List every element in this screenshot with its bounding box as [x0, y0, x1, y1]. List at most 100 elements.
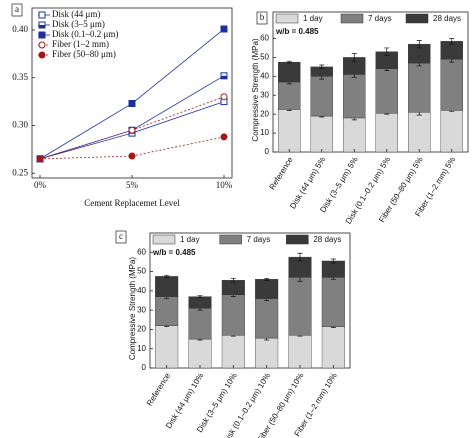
bar-segment [255, 279, 279, 299]
error-bar [330, 258, 336, 264]
legend-label: 1 day [180, 235, 200, 244]
bar-segment [278, 109, 301, 153]
error-bar [230, 277, 236, 283]
panel-label: a [15, 4, 19, 14]
y-tick-label: 10 [260, 128, 269, 137]
x-axis-label: Cement Replacemet Level [84, 198, 180, 208]
bar-segment [310, 115, 334, 153]
legend-label: 7 days [368, 14, 392, 23]
marker [128, 100, 136, 108]
marker [38, 11, 46, 19]
bar-segment [255, 337, 279, 369]
bar-segment [155, 276, 179, 297]
legend-swatch [286, 234, 309, 245]
y-tick-label: 60 [137, 247, 146, 256]
bar-segment [440, 59, 464, 111]
y-tick-label: 50 [260, 53, 269, 62]
legend-swatch [340, 13, 364, 24]
error-bar [449, 38, 455, 45]
legend-label: 28 days [433, 14, 461, 23]
bar-segment [440, 110, 464, 153]
bar-segment [321, 277, 345, 327]
y-tick-label: 30 [260, 90, 269, 99]
bar-segment [321, 260, 345, 278]
legend-swatch [219, 234, 242, 245]
legend-label: Fiber (1–2 mm) [52, 39, 109, 49]
y-tick-label: 0 [265, 147, 270, 156]
panel-label-box [115, 230, 127, 244]
legend-label: 1 day [303, 14, 323, 23]
bar-segment [408, 62, 431, 113]
bar-segment [343, 74, 366, 119]
error-bar [297, 252, 303, 262]
x-tick-label: Disk (44 μm) 5% [288, 155, 327, 210]
y-tick-label: 20 [137, 325, 146, 334]
marker [38, 41, 46, 49]
bar-segment [221, 294, 245, 336]
bar-segment [188, 338, 212, 369]
y-axis-label: Compressive Strength (MPa) [128, 257, 137, 360]
legend-label: Disk (3–5 μm) [52, 19, 105, 29]
bar-segment [343, 117, 366, 153]
bar-segment [221, 335, 245, 369]
x-tick-label: 0% [34, 180, 47, 190]
error-bar [416, 40, 422, 49]
y-tick-label: 0.30 [12, 120, 28, 130]
y-tick-label: 0 [142, 363, 147, 372]
bar-segment [278, 61, 301, 83]
bar-segment [288, 335, 312, 369]
bar-segment [255, 298, 279, 339]
error-bar [286, 60, 292, 64]
legend-swatch [275, 13, 299, 24]
y-tick-label: 0.35 [12, 72, 28, 82]
marker [220, 133, 228, 141]
bar-segment [375, 68, 399, 114]
panel-label-box [11, 3, 23, 17]
marker [38, 31, 46, 39]
bar-segment [188, 308, 212, 340]
marker [128, 126, 136, 134]
error-bar [384, 47, 390, 56]
bar-segment [310, 76, 334, 117]
y-tick-label: 30 [137, 305, 146, 314]
bar-segment [188, 296, 212, 309]
error-bar [164, 275, 170, 278]
legend-label: 28 days [313, 235, 341, 244]
x-tick-label: Reference [268, 155, 295, 192]
error-bar [351, 53, 357, 62]
bar-segment [321, 326, 345, 369]
marker [38, 51, 46, 59]
legend-label: 7 days [247, 235, 271, 244]
plot-frame [149, 232, 351, 369]
marker [128, 152, 136, 160]
y-tick-label: 40 [260, 71, 269, 80]
y-tick-label: 0.25 [12, 167, 28, 177]
marker-half [39, 25, 45, 28]
series-line [39, 75, 225, 160]
y-tick-label: 40 [137, 286, 146, 295]
legend-label: Disk (0.1–0.2 μm) [52, 29, 118, 39]
error-bar [264, 277, 270, 281]
x-tick-label: 10% [216, 180, 233, 190]
panel-label-box [256, 11, 268, 25]
annotation: w/b = 0.485 [275, 27, 319, 36]
y-tick-label: 50 [137, 267, 146, 276]
bar-segment [408, 112, 431, 153]
bar-segment [278, 81, 301, 110]
bar-segment [375, 113, 399, 153]
y-axis-label: Compressive Strength (MPa) [251, 38, 260, 141]
x-tick-label: Reference [145, 371, 172, 408]
y-tick-label: 0.40 [12, 24, 28, 34]
plot-frame [272, 11, 469, 153]
marker [220, 25, 228, 33]
legend-label: Disk (44 μm) [52, 9, 100, 19]
legend-swatch [152, 234, 176, 245]
error-bar [319, 64, 325, 70]
bar-segment [155, 325, 179, 369]
legend-label: Fiber (50–80 μm) [52, 49, 116, 59]
y-tick-label: 20 [260, 109, 269, 118]
annotation: w/b = 0.485 [152, 248, 196, 257]
x-tick-label: 5% [126, 180, 139, 190]
legend-swatch [405, 13, 429, 24]
